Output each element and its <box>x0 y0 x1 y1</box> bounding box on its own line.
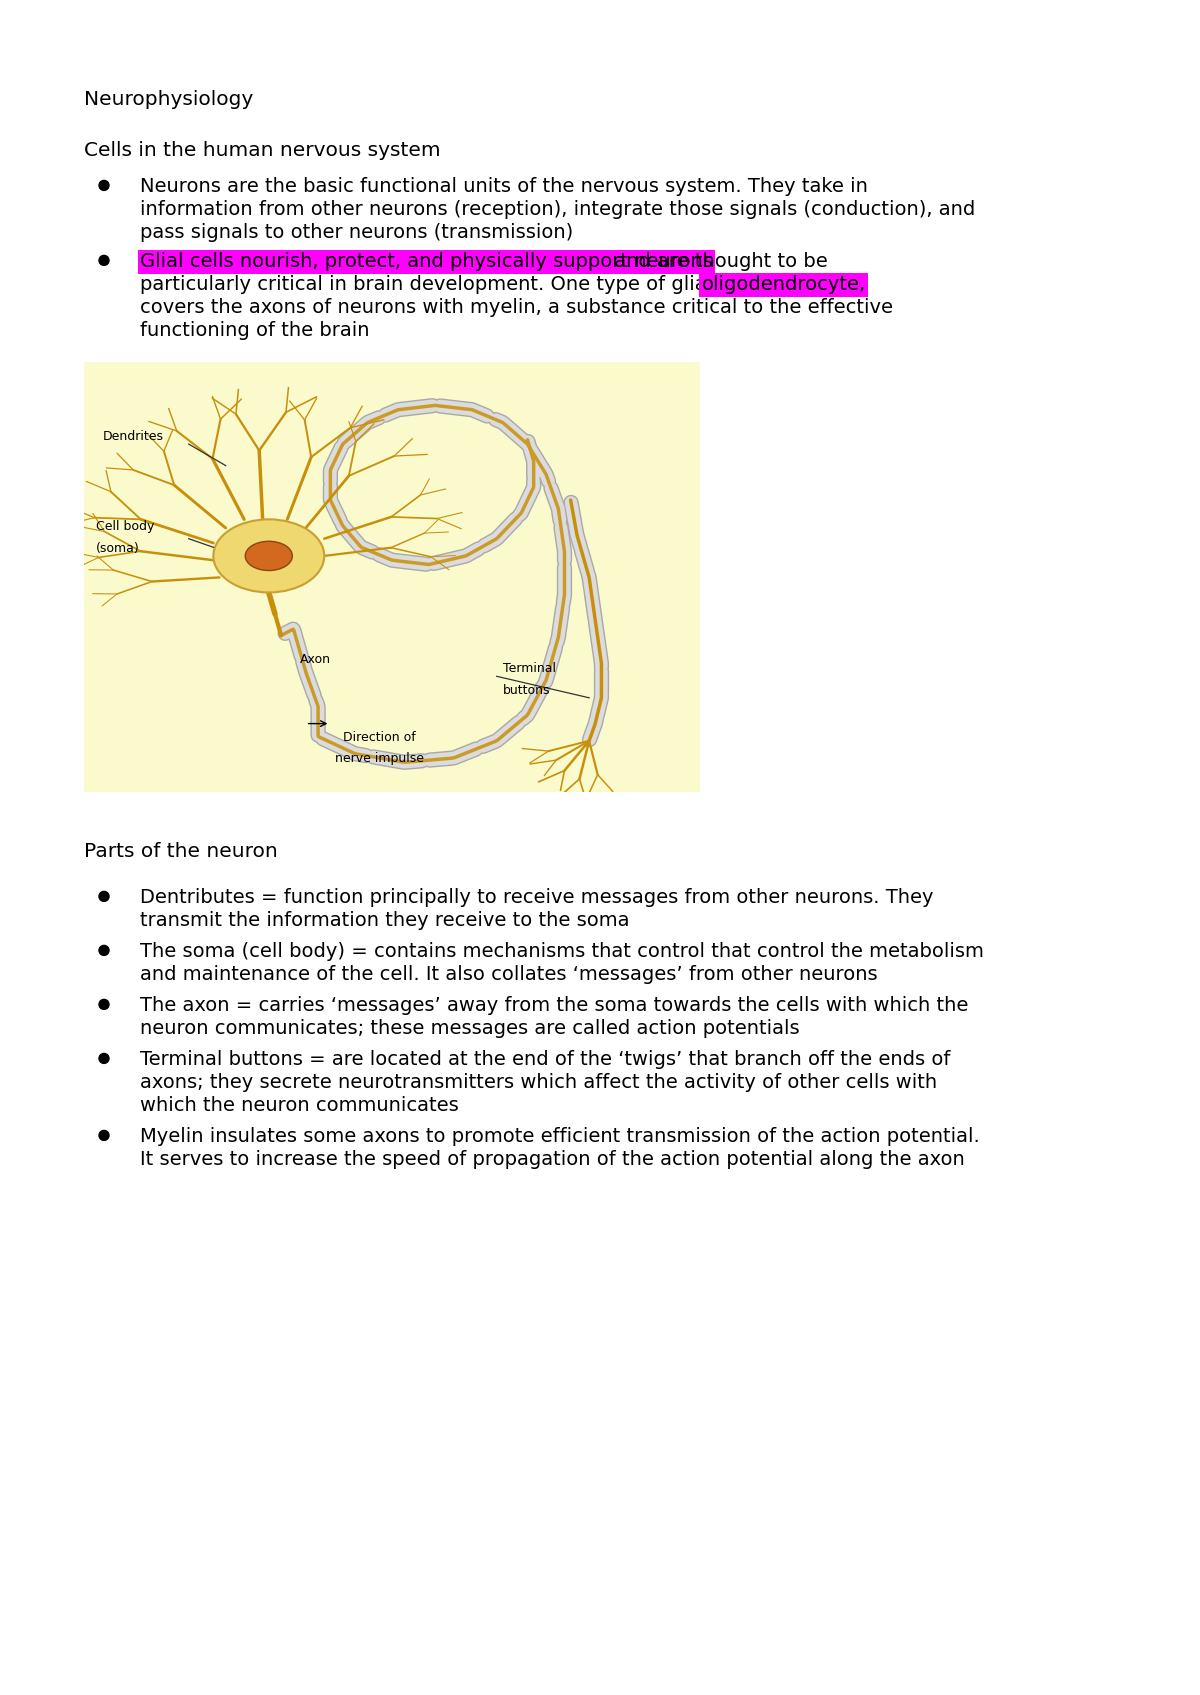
Circle shape <box>98 1131 109 1141</box>
Text: Myelin insulates some axons to promote efficient transmission of the action pote: Myelin insulates some axons to promote e… <box>140 1127 979 1146</box>
Text: buttons: buttons <box>503 683 551 697</box>
Text: The axon = carries ‘messages’ away from the soma towards the cells with which th: The axon = carries ‘messages’ away from … <box>140 997 968 1015</box>
Text: nerve impulse: nerve impulse <box>335 753 424 766</box>
Text: neuron communicates; these messages are called action potentials: neuron communicates; these messages are … <box>140 1019 799 1039</box>
Text: functioning of the brain: functioning of the brain <box>140 322 370 341</box>
Text: Neurophysiology: Neurophysiology <box>84 90 253 108</box>
Text: oligodendrocyte,: oligodendrocyte, <box>702 275 865 295</box>
Circle shape <box>98 892 109 902</box>
Ellipse shape <box>245 541 293 571</box>
Text: Direction of: Direction of <box>343 731 416 744</box>
Text: Terminal: Terminal <box>503 663 556 675</box>
Text: axons; they secrete neurotransmitters which affect the activity of other cells w: axons; they secrete neurotransmitters wh… <box>140 1073 937 1092</box>
Text: transmit the information they receive to the soma: transmit the information they receive to… <box>140 912 630 931</box>
Text: Cells in the human nervous system: Cells in the human nervous system <box>84 141 440 159</box>
Text: Terminal buttons = are located at the end of the ‘twigs’ that branch off the end: Terminal buttons = are located at the en… <box>140 1051 950 1070</box>
Text: The soma (cell body) = contains mechanisms that control that control the metabol: The soma (cell body) = contains mechanis… <box>140 942 984 961</box>
Text: Dentributes = function principally to receive messages from other neurons. They: Dentributes = function principally to re… <box>140 888 934 907</box>
Text: Axon: Axon <box>300 653 330 666</box>
Circle shape <box>98 1000 109 1010</box>
Text: particularly critical in brain development. One type of glial cell, the: particularly critical in brain developme… <box>140 275 803 295</box>
Circle shape <box>98 180 109 190</box>
Text: information from other neurons (reception), integrate those signals (conduction): information from other neurons (receptio… <box>140 200 976 219</box>
Circle shape <box>98 256 109 266</box>
Text: Dendrites: Dendrites <box>102 431 163 442</box>
Bar <box>84 363 700 792</box>
Text: covers the axons of neurons with myelin, a substance critical to the effective: covers the axons of neurons with myelin,… <box>140 298 893 317</box>
Text: Parts of the neuron: Parts of the neuron <box>84 842 277 861</box>
Circle shape <box>98 1053 109 1063</box>
Text: (soma): (soma) <box>96 542 140 554</box>
Text: Neurons are the basic functional units of the nervous system. They take in: Neurons are the basic functional units o… <box>140 178 868 197</box>
Text: which the neuron communicates: which the neuron communicates <box>140 1097 458 1115</box>
Text: It serves to increase the speed of propagation of the action potential along the: It serves to increase the speed of propa… <box>140 1151 965 1170</box>
Circle shape <box>98 946 109 956</box>
Text: pass signals to other neurons (transmission): pass signals to other neurons (transmiss… <box>140 224 574 242</box>
Text: Cell body: Cell body <box>96 520 155 534</box>
Text: Glial cells nourish, protect, and physically support neurons: Glial cells nourish, protect, and physic… <box>140 253 713 271</box>
Ellipse shape <box>214 519 324 593</box>
Text: and maintenance of the cell. It also collates ‘messages’ from other neurons: and maintenance of the cell. It also col… <box>140 966 877 985</box>
Text: and are thought to be: and are thought to be <box>608 253 828 271</box>
